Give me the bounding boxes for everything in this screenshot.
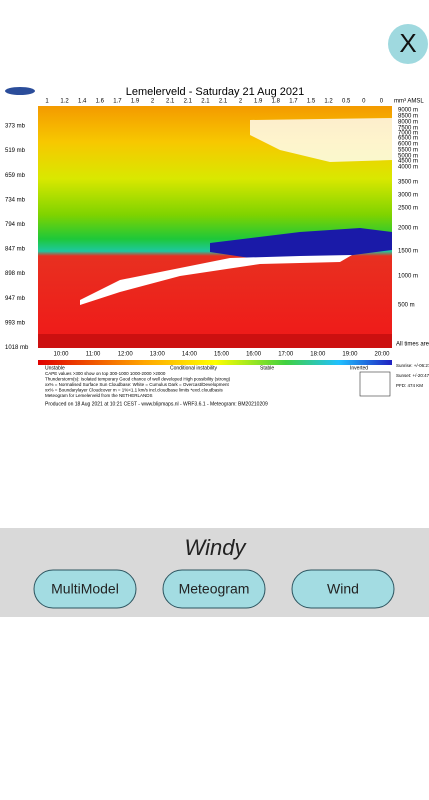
height-label: 8500 m — [398, 114, 418, 120]
button-label[interactable]: Meteogram — [179, 581, 250, 597]
time-note: All times are local — [396, 342, 429, 348]
sun-info: Sunset: +/-20:47 — [396, 373, 429, 378]
top-value: 1.2 — [60, 99, 69, 105]
time-label: 17:00 — [278, 352, 294, 358]
height-label: 8000 m — [398, 120, 418, 126]
time-label: 19:00 — [342, 352, 358, 358]
legend-line: Thunderstorm(s): Isolated temporary Good… — [45, 377, 231, 382]
height-label: 1000 m — [398, 274, 418, 280]
height-label: 6500 m — [398, 136, 418, 142]
top-value: 1.5 — [307, 99, 316, 105]
height-label: 1500 m — [398, 249, 418, 255]
stability-label: Stable — [260, 365, 274, 371]
height-label: 4000 m — [398, 165, 418, 171]
stability-bar — [38, 360, 392, 365]
top-value: 1.7 — [113, 99, 122, 105]
height-label: 500 m — [398, 303, 415, 309]
pressure-label: 847 mb — [5, 247, 26, 253]
pressure-label: 373 mb — [5, 124, 26, 130]
legend-line: CAPE values >300 show on top 300-1000 10… — [45, 371, 166, 376]
time-label: 18:00 — [310, 352, 326, 358]
time-label: 15:00 — [214, 352, 230, 358]
pressure-label: 794 mb — [5, 222, 26, 228]
top-value: 2.1 — [219, 99, 228, 105]
time-label: 16:00 — [246, 352, 262, 358]
button[interactable] — [162, 569, 266, 609]
time-label: 12:00 — [118, 352, 134, 358]
top-value: 2.1 — [201, 99, 210, 105]
close-button[interactable] — [388, 24, 428, 64]
top-value: 0 — [362, 99, 366, 105]
sun-info: PFD: 474 KM — [396, 383, 423, 388]
legend-line: Meteogram for Lemelerveld from the NETHE… — [45, 393, 153, 398]
top-value: 1 — [45, 99, 49, 105]
cloud — [250, 118, 392, 162]
pressure-label: 659 mb — [5, 173, 26, 179]
pressure-label: 898 mb — [5, 271, 26, 277]
cloud-base — [80, 255, 352, 305]
produced: Produced on 18 Aug 2021 at 10:21 CEST - … — [45, 401, 268, 407]
time-label: 13:00 — [150, 352, 166, 358]
top-value: 1.8 — [272, 99, 281, 105]
height-label: 5500 m — [398, 148, 418, 154]
wind-scale-box — [359, 371, 391, 397]
legend-line: xx% = Boundarylayer Cloudcover m = 1%<1.… — [45, 388, 223, 393]
height-label: 4500 m — [398, 159, 418, 165]
stability-label: Unstable — [45, 365, 65, 371]
time-label: 11:00 — [86, 352, 101, 358]
stability-label: Conditional instability — [170, 365, 217, 371]
top-value: 2 — [239, 99, 243, 105]
pressure-label: 1018 mb — [5, 345, 29, 351]
height-label: 3500 m — [398, 180, 418, 186]
button-label[interactable]: MultiModel — [51, 581, 119, 597]
panel-title: Windy — [185, 535, 248, 560]
button-label[interactable]: Wind — [327, 581, 359, 597]
height-label: 7500 m — [398, 126, 418, 132]
top-value: 1.6 — [96, 99, 105, 105]
time-label: 14:00 — [182, 352, 198, 358]
sun-info: Sunrise: +/-06:27 — [396, 363, 429, 368]
top-value: 1.7 — [289, 99, 298, 105]
top-value: 2 — [151, 99, 155, 105]
pressure-label: 519 mb — [5, 148, 26, 154]
top-value: 0 — [380, 99, 384, 105]
height-label: 7000 m — [398, 131, 418, 137]
time-label: 10:00 — [53, 352, 69, 358]
meteogram: Lemelerveld - Saturday 21 Aug 2021 1 1.2 1… — [5, 86, 429, 407]
button[interactable] — [33, 569, 137, 609]
height-label: 2500 m — [398, 206, 418, 212]
close-label[interactable]: X — [399, 28, 416, 58]
pressure-label: 947 mb — [5, 296, 26, 302]
top-value: 1.9 — [131, 99, 140, 105]
height-label: 3000 m — [398, 193, 418, 199]
surface-strip — [38, 334, 392, 348]
pressure-label: 734 mb — [5, 197, 26, 203]
top-value: 1.2 — [324, 99, 333, 105]
top-value: 2.1 — [166, 99, 175, 105]
time-label: 20:00 — [374, 352, 390, 358]
top-value: 1.9 — [254, 99, 263, 105]
height-label: 9000 m — [398, 108, 418, 114]
height-label: 2000 m — [398, 226, 418, 232]
top-unit: mm³ AMSL — [394, 99, 424, 105]
stability-label: Inverted — [350, 365, 368, 371]
meteogram-title: Lemelerveld - Saturday 21 Aug 2021 — [126, 86, 305, 98]
top-value: 1.4 — [78, 99, 87, 105]
top-value: 2.1 — [184, 99, 193, 105]
legend-line: xx% = Normalised Surface Sun Cloudbase: … — [45, 382, 229, 387]
button[interactable] — [291, 569, 395, 609]
inversion-band — [210, 228, 392, 258]
height-label: 6000 m — [398, 142, 418, 148]
pressure-label: 993 mb — [5, 320, 26, 326]
logo — [5, 87, 35, 95]
height-label: 5000 m — [398, 154, 418, 160]
top-value: 0.5 — [342, 99, 351, 105]
